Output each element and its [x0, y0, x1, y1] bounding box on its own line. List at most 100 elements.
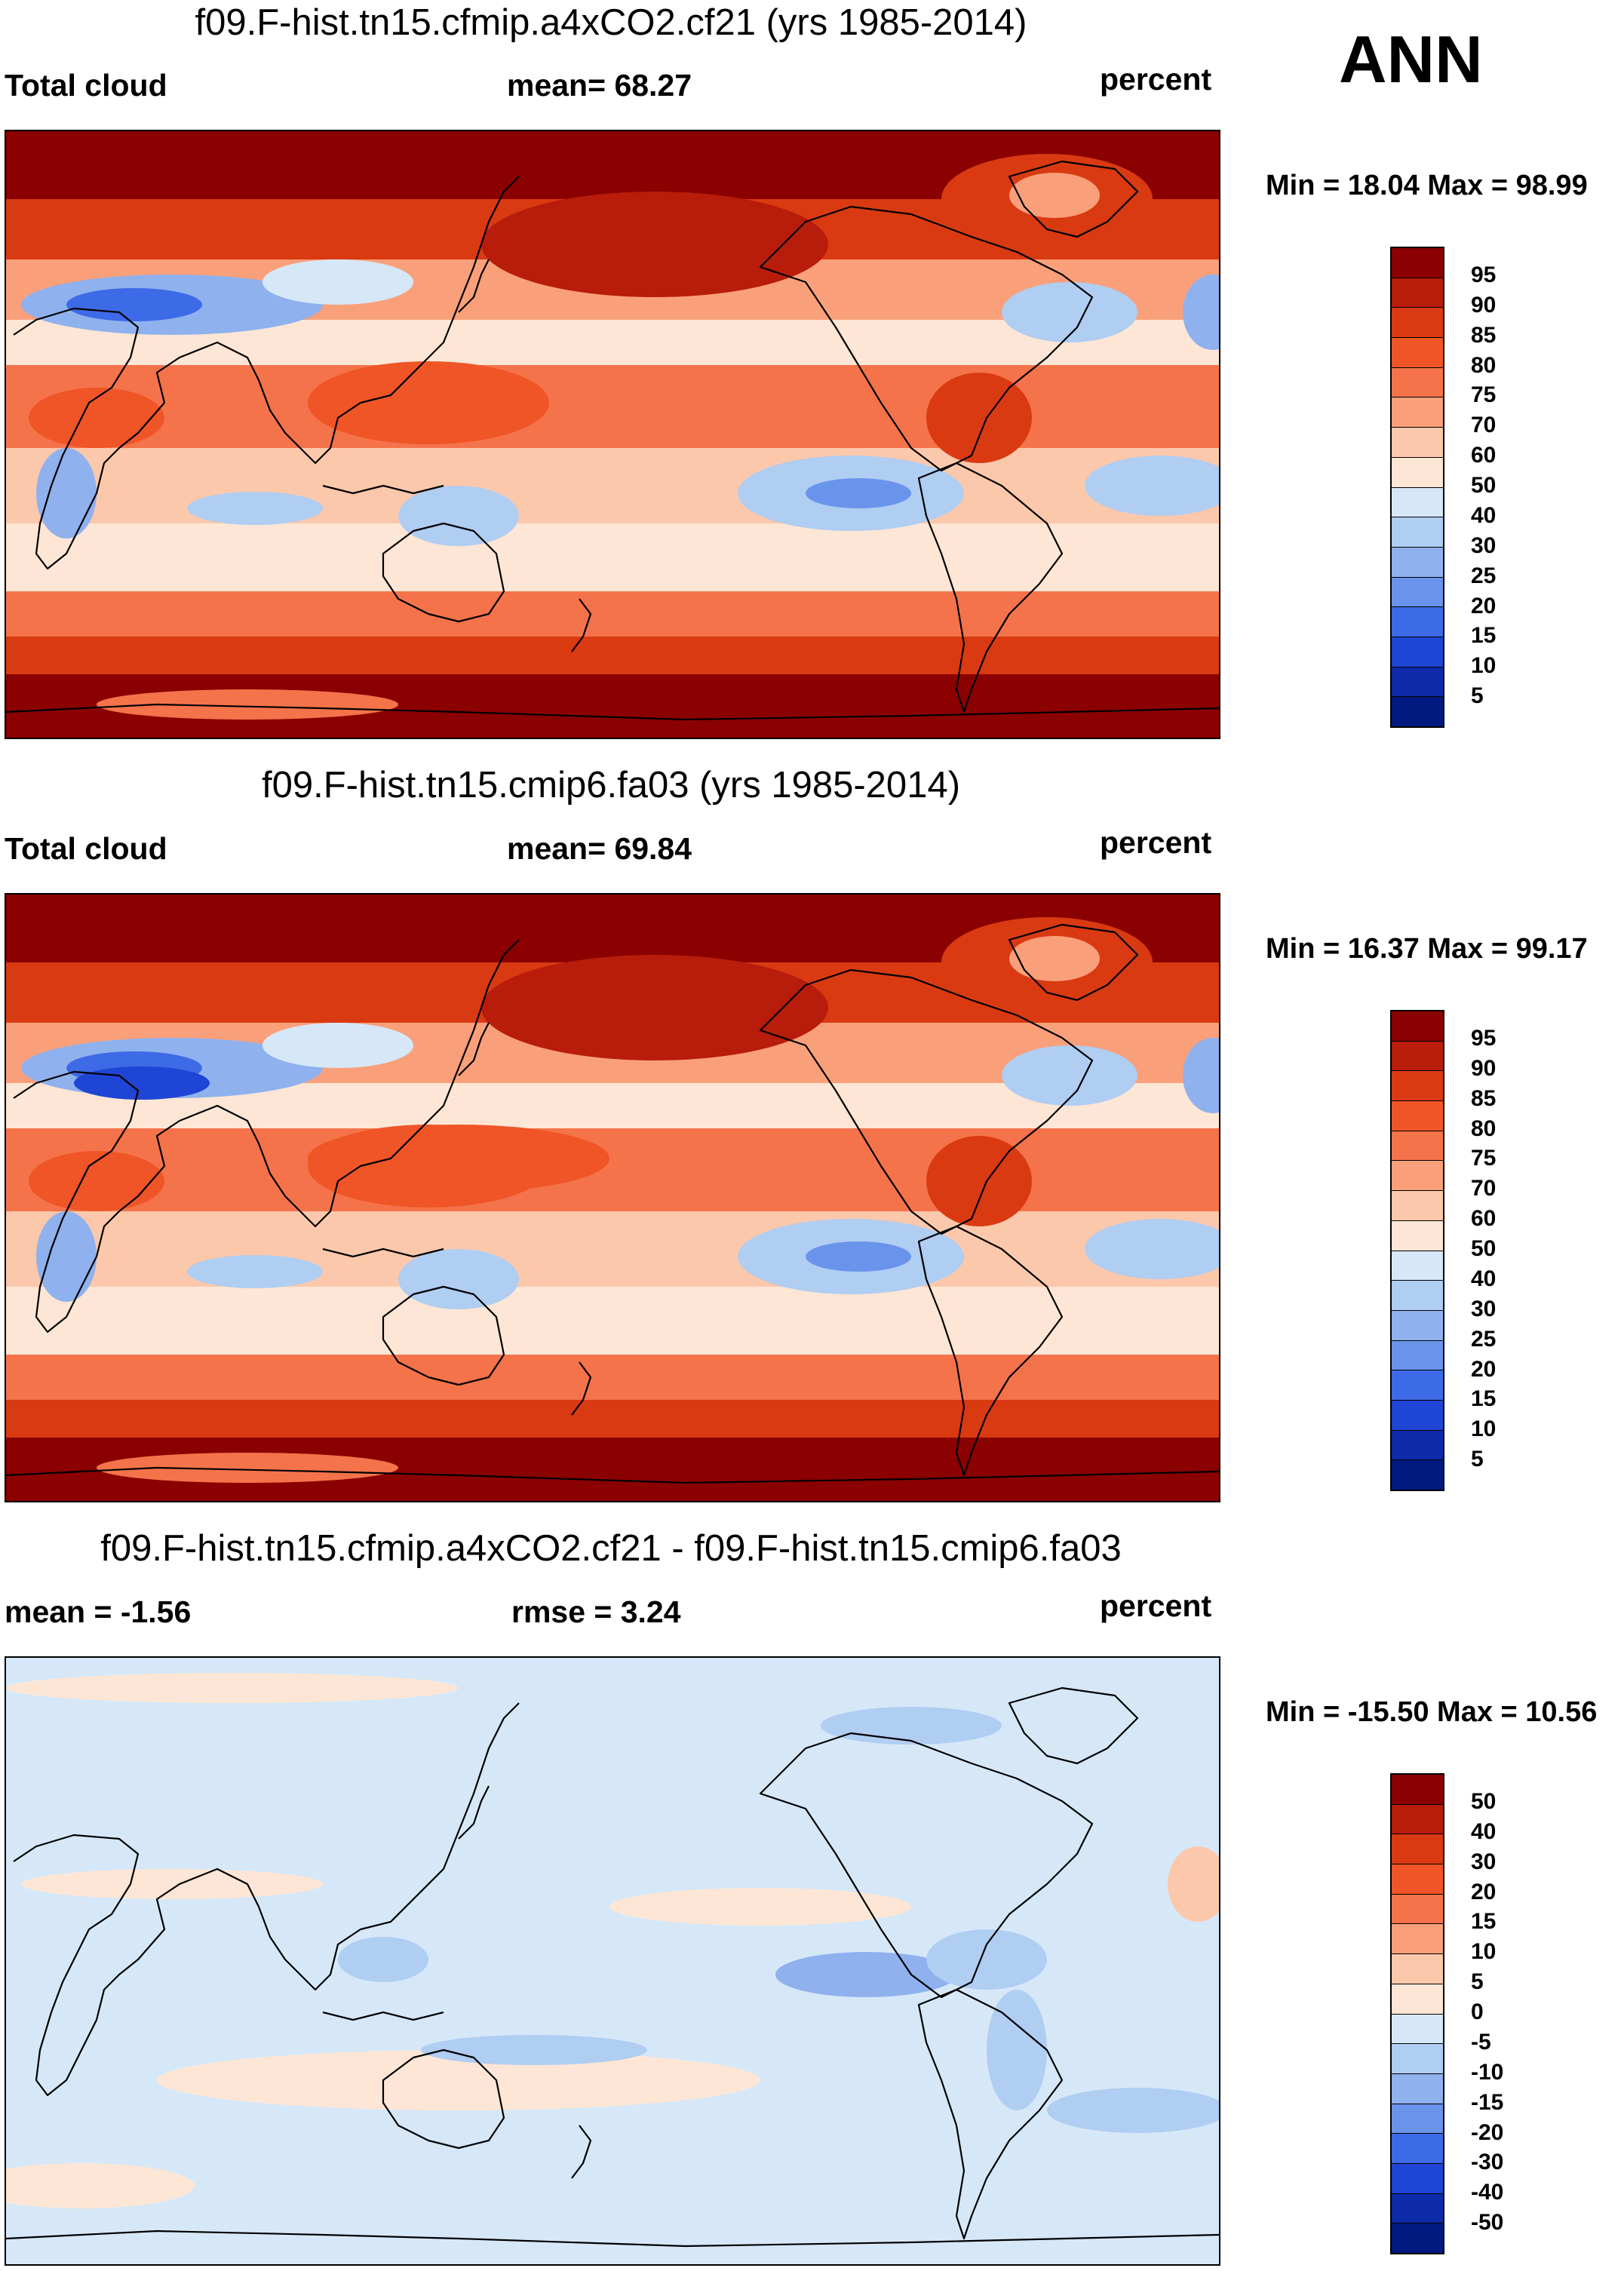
colorbar-tick-label: 20	[1471, 1879, 1497, 1904]
colorbar-swatch	[1392, 2044, 1443, 2074]
field-blob	[6, 1673, 459, 1703]
colorbar-tick-label: -10	[1471, 2059, 1504, 2085]
coastline	[571, 2125, 592, 2179]
colorbar-swatch	[1392, 2163, 1443, 2194]
colorbar-swatch	[1392, 457, 1443, 488]
coastline	[571, 1361, 592, 1416]
colorbar-swatch	[1392, 1984, 1443, 2015]
coastline	[458, 259, 490, 313]
field-blob	[806, 478, 911, 508]
coastline	[917, 462, 1064, 714]
colorbar-swatch	[1392, 1340, 1443, 1371]
coastline	[6, 703, 1219, 721]
coastline	[322, 1248, 444, 1258]
colorbar-swatch	[1392, 2134, 1443, 2164]
field-blob	[987, 1990, 1047, 2110]
colorbar-tick-label: 10	[1471, 1939, 1497, 1965]
field-blob	[821, 1707, 1002, 1745]
field-blob	[1009, 936, 1100, 981]
colorbar-swatch	[1392, 1191, 1443, 1221]
field-blob	[1085, 1219, 1219, 1279]
field-blob	[308, 1125, 609, 1192]
colorbar-tick-label: 60	[1471, 443, 1497, 468]
coastline	[1008, 1686, 1139, 1765]
colorbar-tick-label: 90	[1471, 292, 1497, 318]
colorbar-tick-label: 30	[1471, 532, 1497, 558]
panel-2-map-svg	[6, 895, 1219, 1501]
coastline	[382, 522, 505, 623]
panel-2-mean-label: mean= 69.84	[507, 831, 692, 866]
field-blob	[97, 1453, 398, 1483]
colorbar-tick-label: 25	[1471, 563, 1497, 588]
colorbar-tick-label: 95	[1471, 1025, 1497, 1051]
coastline	[322, 484, 444, 495]
panel-3-units-label: percent	[1100, 1588, 1212, 1623]
coastline	[458, 1785, 490, 1840]
coastline	[6, 2230, 1219, 2248]
field-blob	[187, 1255, 323, 1288]
field-blob	[66, 288, 202, 321]
colorbar-swatch	[1392, 1281, 1443, 1311]
panel-1-map	[5, 130, 1220, 739]
field-blob	[481, 192, 828, 297]
field-blob	[21, 1869, 323, 1899]
colorbar-tick-label: 10	[1471, 1416, 1497, 1442]
field-blob	[926, 373, 1032, 463]
panel-1-title: f09.F-hist.tn15.cfmip.a4xCO2.cf21 (yrs 1…	[195, 2, 1027, 43]
colorbar-swatch	[1392, 697, 1443, 726]
colorbar-swatch	[1392, 1864, 1443, 1895]
colorbar-swatch	[1392, 428, 1443, 458]
coastline	[1008, 160, 1139, 238]
colorbar-tick-label: 15	[1471, 1909, 1497, 1935]
colorbar-tick-label: 50	[1471, 1788, 1497, 1814]
coastline	[13, 939, 520, 1333]
panel-3-rmse-label: rmse = 3.24	[511, 1594, 681, 1629]
colorbar-tick-label: 70	[1471, 1176, 1497, 1201]
colorbar-swatch	[1392, 1041, 1443, 1072]
colorbar-swatch	[1392, 1101, 1443, 1131]
colorbar-swatch	[1392, 487, 1443, 518]
field-blob	[806, 1241, 911, 1272]
field-blob	[775, 1952, 956, 1997]
colorbar-tick-label: 0	[1471, 1999, 1484, 2024]
panel-1-minmax: Min = 18.04 Max = 98.99	[1266, 170, 1588, 201]
field-blob	[74, 1066, 210, 1100]
colorbar-swatch	[1392, 517, 1443, 548]
coastline	[759, 968, 1094, 1235]
colorbar-swatch	[1392, 1894, 1443, 1925]
colorbar-swatch	[1392, 637, 1443, 667]
colorbar-swatch	[1392, 1400, 1443, 1431]
colorbar-tick-label: 75	[1471, 382, 1497, 408]
field-blob	[36, 1211, 97, 1302]
panel-3-map-svg	[6, 1658, 1219, 2264]
colorbar-tick-label: 5	[1471, 683, 1484, 709]
colorbar-tick-label: 15	[1471, 1386, 1497, 1412]
panel-1-left-label: Total cloud	[5, 68, 167, 103]
coastline	[759, 205, 1094, 472]
field-blob	[481, 955, 828, 1060]
colorbar-swatch	[1392, 1460, 1443, 1490]
colorbar-tick-label: 5	[1471, 1447, 1484, 1472]
colorbar-swatch	[1392, 1775, 1443, 1805]
colorbar-swatch	[1392, 278, 1443, 308]
colorbar-tick-label: -5	[1471, 2029, 1491, 2055]
field-blob	[262, 1023, 413, 1068]
field-blob	[398, 486, 519, 546]
coastline	[1008, 923, 1139, 1002]
field-blob	[29, 1151, 164, 1211]
field-blob	[1183, 1038, 1219, 1113]
field-blob	[6, 2163, 195, 2208]
colorbar-tick-label: -40	[1471, 2180, 1504, 2205]
colorbar-swatch	[1392, 2014, 1443, 2045]
field-blob	[1047, 2088, 1219, 2133]
colorbar-swatch	[1392, 2073, 1443, 2104]
colorbar-swatch	[1392, 367, 1443, 398]
colorbar-tick-label: 10	[1471, 653, 1497, 679]
coastline	[6, 1466, 1219, 1484]
colorbar-swatch	[1392, 1804, 1443, 1835]
field-blob	[1085, 456, 1219, 516]
colorbar-swatch	[1392, 1370, 1443, 1401]
colorbar-swatch	[1392, 397, 1443, 428]
panel-1-units-label: percent	[1100, 62, 1212, 97]
coastline	[759, 1732, 1094, 1999]
